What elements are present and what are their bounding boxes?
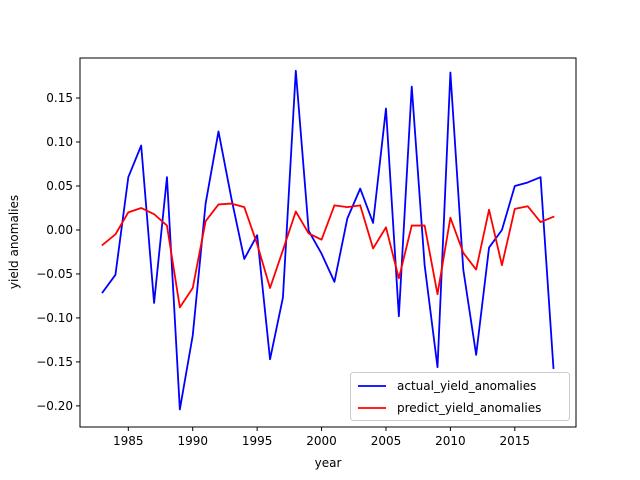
y-tick-label: −0.05 (36, 267, 73, 281)
series-line-actual-yield-anomalies (101, 69, 555, 411)
x-tick-label: 2000 (306, 434, 337, 448)
y-tick-label: −0.15 (36, 355, 73, 369)
legend-box (350, 372, 570, 421)
y-tick-label: 0.00 (46, 223, 73, 237)
x-tick-label: 2005 (371, 434, 402, 448)
y-tick-label: −0.20 (36, 399, 73, 413)
x-axis-label: year (315, 456, 342, 470)
y-tick-label: −0.10 (36, 311, 73, 325)
legend: actual_yield_anomalies predict_yield_ano… (350, 372, 570, 421)
y-axis-label: yield anomalies (7, 195, 21, 289)
legend-label-predict: predict_yield_anomalies (397, 401, 541, 415)
y-tick-label: 0.05 (46, 179, 73, 193)
series-line-predict-yield-anomalies (101, 202, 555, 309)
x-tick-label: 1985 (113, 434, 144, 448)
series-layer (101, 69, 555, 411)
legend-label-actual: actual_yield_anomalies (397, 379, 536, 393)
y-tick-label: 0.10 (46, 135, 73, 149)
x-tick-label: 1995 (242, 434, 273, 448)
y-tick-label: 0.15 (46, 91, 73, 105)
y-axis: −0.20 −0.15 −0.10 −0.05 0.00 0.05 0.10 0.15 (36, 91, 80, 413)
x-tick-label: 2010 (435, 434, 466, 448)
x-tick-label: 2015 (500, 434, 531, 448)
x-tick-label: 1990 (177, 434, 208, 448)
x-axis: 1985 1990 1995 2000 2005 2010 2015 (113, 427, 530, 448)
plot-frame (79, 57, 577, 428)
